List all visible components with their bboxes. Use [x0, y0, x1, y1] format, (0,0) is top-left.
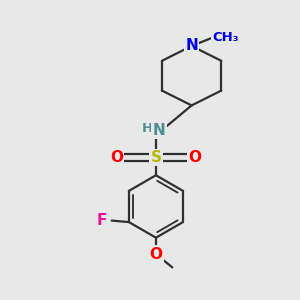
- Text: O: O: [149, 247, 162, 262]
- Text: N: N: [185, 38, 198, 53]
- Text: F: F: [96, 213, 107, 228]
- Text: H: H: [142, 122, 153, 135]
- Text: O: O: [110, 150, 123, 165]
- Text: O: O: [189, 150, 202, 165]
- Text: N: N: [152, 123, 165, 138]
- Text: CH₃: CH₃: [212, 31, 238, 44]
- Text: S: S: [150, 150, 161, 165]
